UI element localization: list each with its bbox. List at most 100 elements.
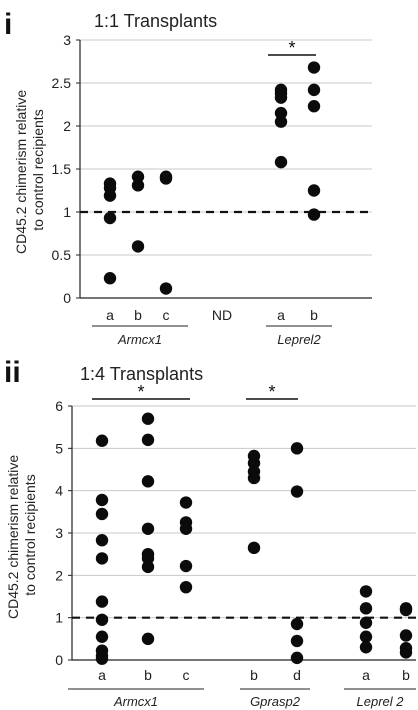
data-point bbox=[307, 83, 321, 97]
y-tick-label: 0 bbox=[55, 652, 63, 668]
data-point bbox=[159, 172, 173, 185]
y-tick-label: 4 bbox=[55, 483, 63, 499]
x-tick-label: a bbox=[106, 307, 114, 323]
data-point bbox=[95, 613, 109, 626]
y-axis-label-line-1: CD45.2 chimerism relative bbox=[13, 90, 29, 254]
data-point bbox=[131, 170, 145, 183]
x-tick-label: ND bbox=[212, 307, 232, 323]
data-point bbox=[95, 533, 109, 547]
data-point bbox=[359, 630, 373, 643]
data-point bbox=[179, 496, 193, 509]
panel-title: 1:4 Transplants bbox=[80, 364, 203, 384]
data-point bbox=[290, 485, 304, 498]
data-point bbox=[103, 189, 117, 202]
y-tick-label: 2.5 bbox=[52, 75, 72, 91]
x-tick-label: c bbox=[163, 307, 170, 323]
y-tick-label: 5 bbox=[55, 440, 63, 456]
y-tick-label: 1 bbox=[63, 204, 71, 220]
x-tick-label: a bbox=[362, 667, 370, 683]
x-tick-label: d bbox=[293, 667, 301, 683]
data-point bbox=[131, 240, 145, 253]
y-tick-label: 3 bbox=[63, 32, 71, 48]
data-point bbox=[290, 442, 304, 455]
panel-letter: ii bbox=[4, 356, 21, 389]
data-point bbox=[307, 61, 321, 74]
y-tick-label: 2 bbox=[55, 567, 63, 583]
group-label: Leprel 2 bbox=[357, 694, 405, 709]
data-point bbox=[359, 616, 373, 629]
x-tick-label: c bbox=[183, 667, 190, 683]
data-point bbox=[179, 559, 193, 573]
data-point bbox=[131, 179, 145, 192]
data-point bbox=[359, 585, 373, 598]
group-label: Armcx1 bbox=[117, 332, 162, 347]
data-points bbox=[95, 412, 413, 665]
x-tick-label: a bbox=[98, 667, 106, 683]
x-tick-label: b bbox=[402, 667, 410, 683]
y-tick-label: 6 bbox=[55, 398, 63, 414]
data-point bbox=[95, 493, 109, 507]
data-point bbox=[103, 211, 117, 225]
data-point bbox=[274, 106, 288, 120]
x-tick-label: b bbox=[134, 307, 142, 323]
data-point bbox=[141, 433, 155, 447]
significance-brackets: * * bbox=[92, 382, 298, 402]
group-label: Leprel2 bbox=[277, 332, 321, 347]
panel-ii: ii 1:4 Transplants 0 1 2 3 4 5 6 a b c b d a b Armcx… bbox=[4, 356, 416, 709]
data-point bbox=[359, 602, 373, 615]
panel-title: 1:1 Transplants bbox=[94, 11, 217, 31]
data-point bbox=[141, 412, 155, 425]
panel-letter: i bbox=[4, 8, 12, 41]
data-point bbox=[307, 100, 321, 113]
gridlines bbox=[76, 39, 372, 299]
panel-i: i 1:1 Transplants 00.511.522.53 a b c ND a b … bbox=[4, 8, 372, 347]
data-point bbox=[307, 208, 321, 221]
y-axis-label: CD45.2 chimerism relative to control rec… bbox=[5, 451, 38, 619]
data-point bbox=[95, 434, 109, 447]
data-point bbox=[290, 651, 304, 665]
data-point bbox=[399, 629, 413, 642]
y-tick-label: 2 bbox=[63, 118, 71, 134]
y-tick-label: 1.5 bbox=[52, 161, 72, 177]
data-point bbox=[290, 617, 304, 631]
x-tick-labels: a b c ND a b bbox=[106, 307, 318, 323]
y-tick-labels: 0 1 2 3 4 5 6 bbox=[55, 398, 63, 668]
data-point bbox=[103, 272, 117, 285]
group-labels: Armcx1 Gprasp2 Leprel 2 bbox=[68, 688, 416, 709]
data-point bbox=[274, 155, 288, 169]
data-point bbox=[274, 91, 288, 104]
data-point bbox=[95, 595, 109, 608]
data-point bbox=[274, 115, 288, 128]
data-point bbox=[95, 507, 109, 521]
data-point bbox=[141, 522, 155, 535]
significance-star: * bbox=[137, 382, 144, 402]
data-point bbox=[179, 580, 193, 594]
data-point bbox=[179, 522, 193, 535]
significance-star: * bbox=[288, 38, 295, 58]
data-point bbox=[95, 552, 109, 565]
y-axis-label-line-2: to control recipients bbox=[30, 109, 46, 230]
y-axis-label-line-2: to control recipients bbox=[22, 474, 38, 595]
data-point bbox=[95, 630, 109, 643]
data-point bbox=[307, 184, 321, 197]
y-tick-labels: 0 0.5 1 1.5 2 2.5 3 bbox=[52, 32, 72, 306]
data-point bbox=[247, 541, 261, 555]
data-point bbox=[399, 646, 413, 659]
x-tick-label: b bbox=[310, 307, 318, 323]
data-point bbox=[141, 632, 155, 646]
y-tick-label: 3 bbox=[55, 525, 63, 541]
significance-brackets: * bbox=[268, 38, 316, 58]
y-tick-label: 0.5 bbox=[52, 247, 72, 263]
data-point bbox=[95, 652, 109, 665]
group-label: Gprasp2 bbox=[250, 694, 301, 709]
x-tick-label: b bbox=[144, 667, 152, 683]
x-tick-label: b bbox=[250, 667, 258, 683]
data-point bbox=[141, 560, 155, 574]
data-point bbox=[247, 471, 261, 485]
data-point bbox=[359, 641, 373, 654]
y-tick-label: 0 bbox=[63, 290, 71, 306]
data-point bbox=[159, 282, 173, 295]
y-tick-label: 1 bbox=[55, 610, 63, 626]
